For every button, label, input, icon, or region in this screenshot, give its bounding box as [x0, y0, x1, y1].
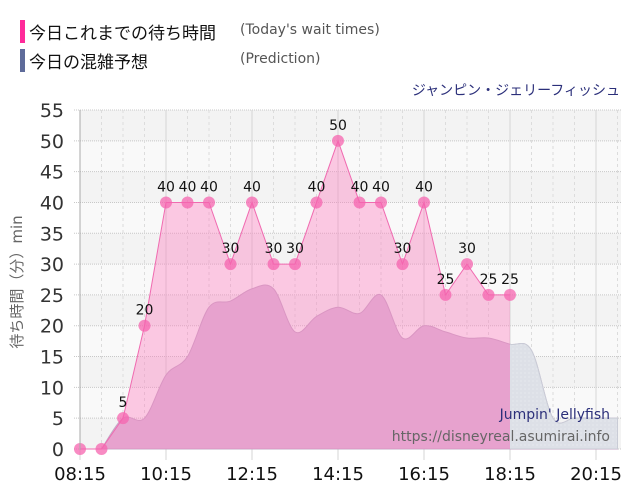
- legend-swatch-prediction: [20, 49, 25, 72]
- svg-text:30: 30: [394, 241, 412, 257]
- legend-label-actual-en: (Today's wait times): [240, 22, 380, 38]
- svg-text:35: 35: [40, 223, 64, 245]
- svg-text:30: 30: [458, 241, 476, 257]
- ride-name-watermark: Jumpin' Jellyfish: [499, 407, 610, 423]
- legend-label-prediction-en: (Prediction): [240, 51, 321, 67]
- svg-text:30: 30: [222, 241, 240, 257]
- legend-label-prediction: 今日の混雑予想: [29, 53, 148, 73]
- svg-text:25: 25: [437, 272, 455, 288]
- actual-area: [80, 140, 510, 449]
- svg-text:30: 30: [40, 254, 64, 276]
- svg-text:40: 40: [415, 179, 433, 195]
- x-axis-ticks: 08:15 10:15 12:15 14:15 16:15 18:15 20:15: [54, 464, 622, 485]
- svg-text:50: 50: [40, 131, 64, 153]
- svg-text:08:15: 08:15: [54, 464, 106, 485]
- svg-text:25: 25: [40, 285, 64, 307]
- svg-text:40: 40: [40, 192, 64, 214]
- y-axis-ticks: 0 5 10 15 20 25 30 35 40 45 50 55: [40, 100, 64, 461]
- svg-text:25: 25: [501, 272, 519, 288]
- svg-text:45: 45: [40, 162, 64, 184]
- svg-text:25: 25: [480, 272, 498, 288]
- svg-text:5: 5: [52, 408, 64, 430]
- svg-text:40: 40: [179, 179, 197, 195]
- legend-item-prediction: 今日の混雑予想: [20, 49, 148, 73]
- legend-item-actual: 今日これまでの待ち時間: [20, 20, 216, 44]
- svg-text:10: 10: [40, 377, 64, 399]
- svg-text:14:15: 14:15: [312, 464, 364, 485]
- legend-swatch-actual: [20, 20, 25, 43]
- legend-label-actual: 今日これまでの待ち時間: [29, 24, 216, 44]
- svg-text:5: 5: [119, 395, 128, 411]
- svg-text:55: 55: [40, 100, 64, 122]
- y-axis-label: 待ち時間（分）min: [8, 215, 26, 348]
- svg-text:20:15: 20:15: [570, 464, 622, 485]
- chart-title: ジャンピン・ジェリーフィッシュ: [411, 83, 620, 99]
- svg-text:12:15: 12:15: [226, 464, 278, 485]
- svg-text:20: 20: [40, 316, 64, 338]
- svg-text:40: 40: [351, 179, 369, 195]
- svg-text:40: 40: [157, 179, 175, 195]
- svg-text:40: 40: [200, 179, 218, 195]
- svg-text:40: 40: [308, 179, 326, 195]
- svg-text:15: 15: [40, 347, 64, 369]
- svg-text:18:15: 18:15: [484, 464, 536, 485]
- actual-points: [74, 134, 516, 455]
- svg-text:20: 20: [136, 303, 154, 319]
- svg-text:50: 50: [329, 118, 347, 134]
- svg-text:30: 30: [265, 241, 283, 257]
- svg-text:30: 30: [286, 241, 304, 257]
- site-watermark: https://disneyreal.asumirai.info: [392, 429, 610, 445]
- svg-text:0: 0: [52, 439, 64, 461]
- svg-text:10:15: 10:15: [140, 464, 192, 485]
- svg-text:40: 40: [372, 179, 390, 195]
- prediction-area-future: [510, 342, 618, 449]
- svg-text:40: 40: [243, 179, 261, 195]
- svg-text:16:15: 16:15: [398, 464, 450, 485]
